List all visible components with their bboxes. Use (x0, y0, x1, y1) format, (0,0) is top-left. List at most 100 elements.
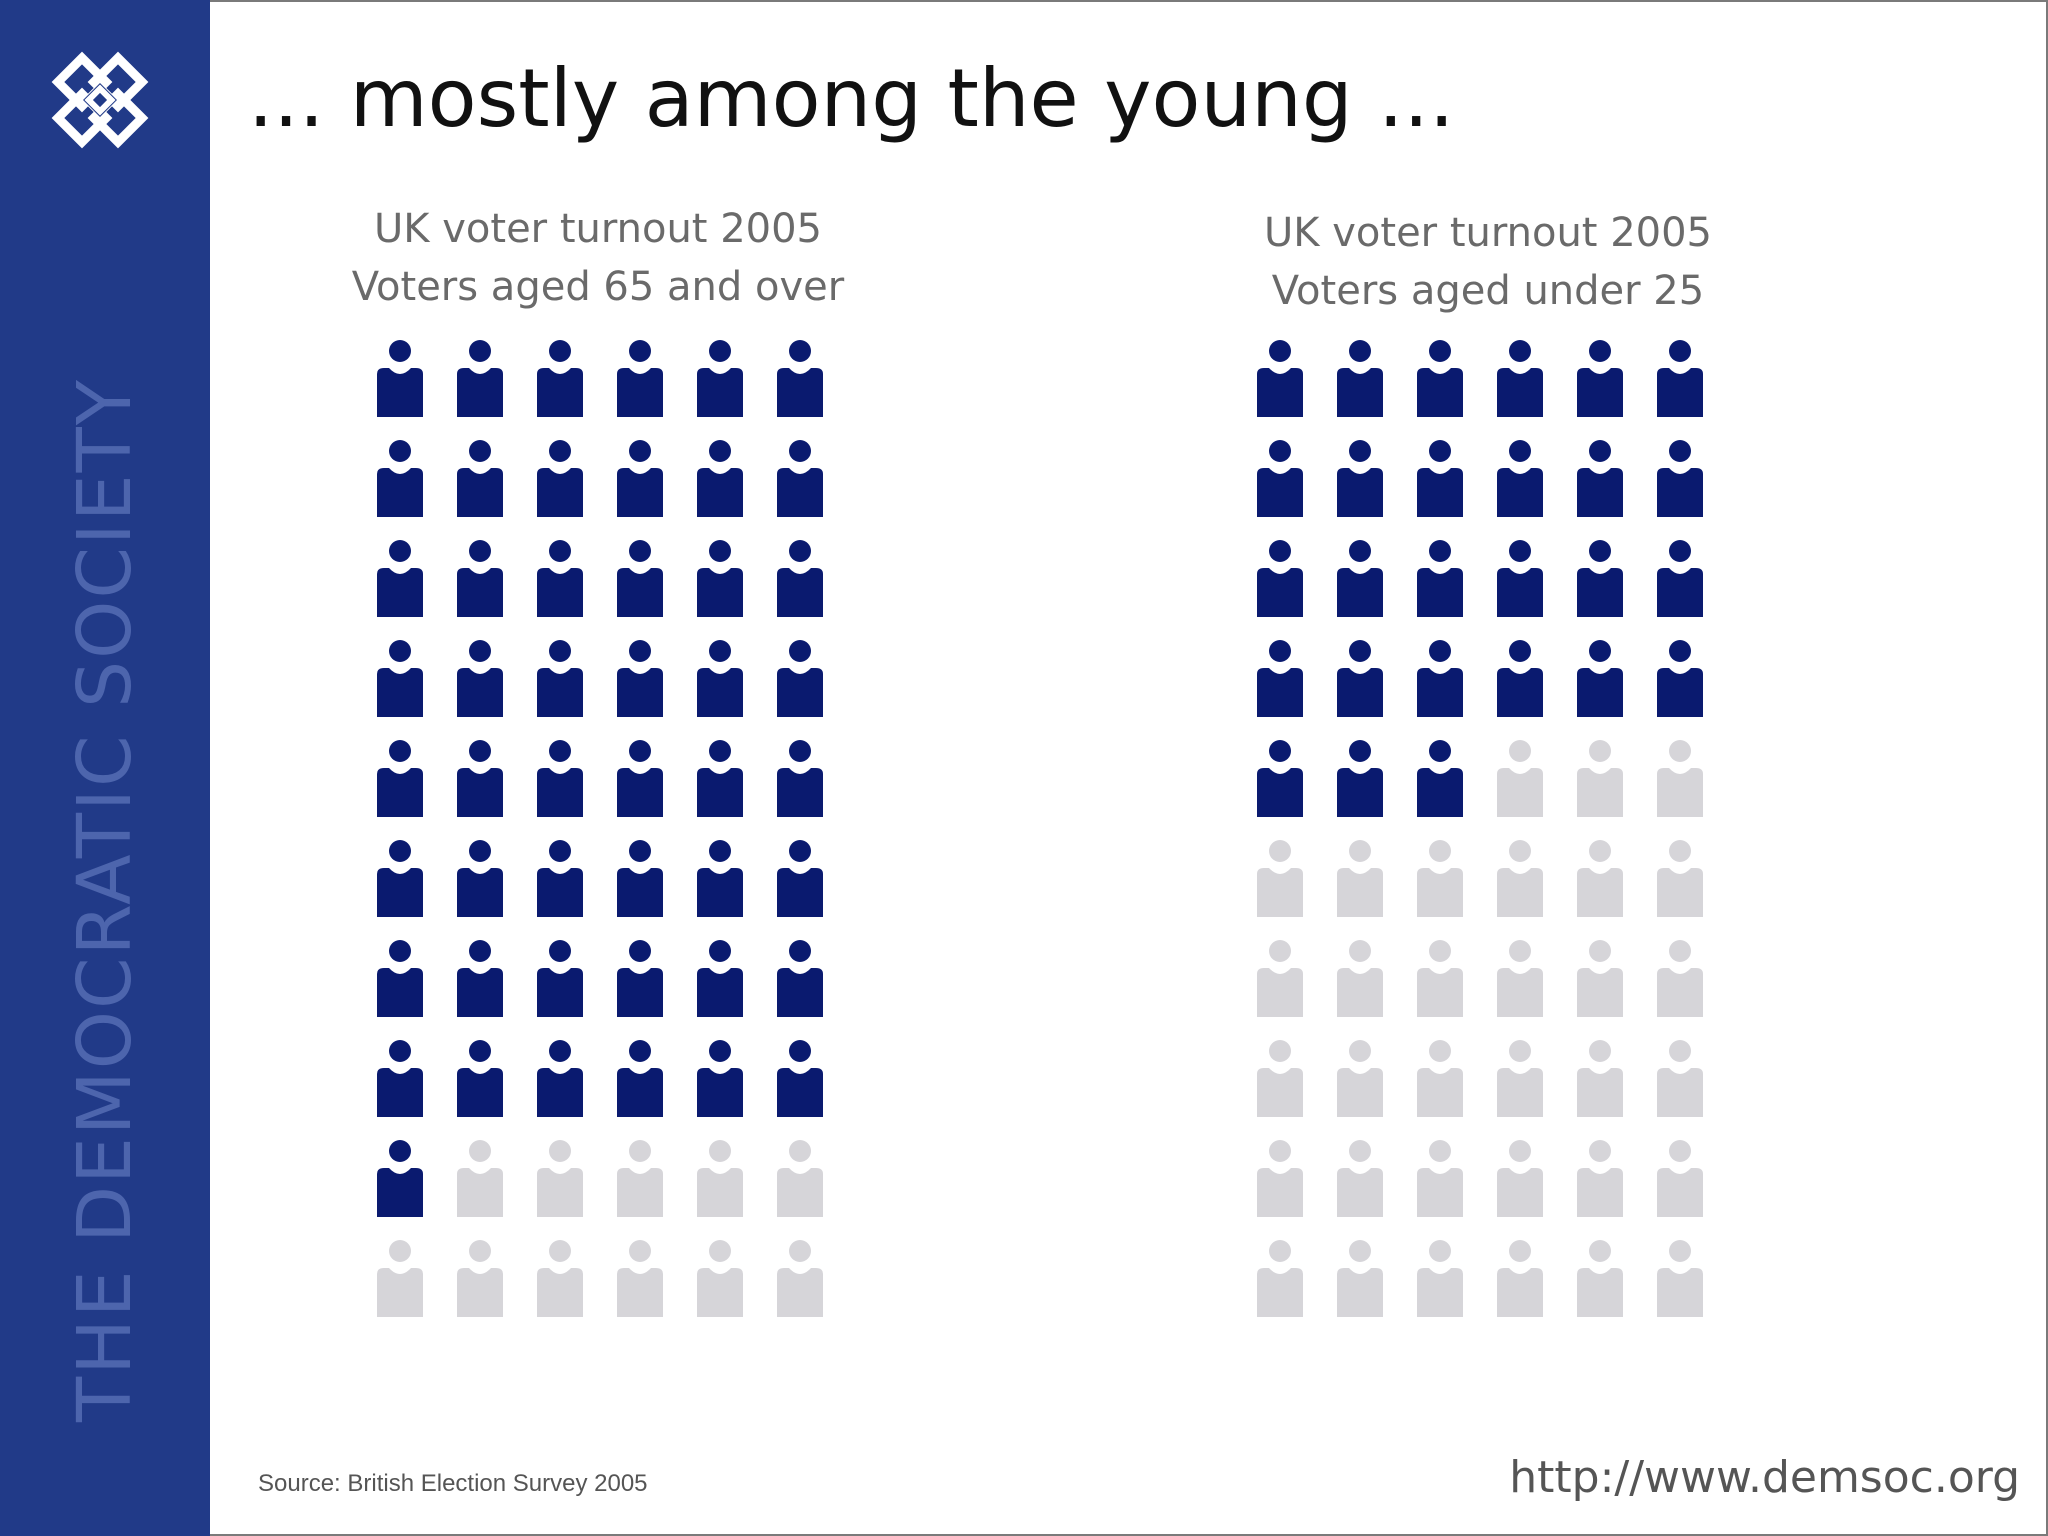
person-icon-voted (457, 540, 503, 617)
person-icon-voted (1417, 740, 1463, 817)
person-icon-not-voted (1497, 940, 1543, 1017)
person-icon-voted (537, 440, 583, 517)
person-icon-voted (377, 340, 423, 417)
person-icon-not-voted (1337, 940, 1383, 1017)
person-icon-voted (457, 340, 503, 417)
person-icon-voted (1497, 340, 1543, 417)
person-icon-voted (377, 940, 423, 1017)
person-icon-voted (457, 440, 503, 517)
interlaced-diamond-knot-icon (51, 51, 149, 149)
person-icon-voted (777, 440, 823, 517)
person-icon-not-voted (1657, 1140, 1703, 1217)
page-title: ... mostly among the young ... (248, 52, 1455, 145)
person-icon-voted (457, 1040, 503, 1117)
pictogram-over-65 (377, 340, 823, 1317)
person-icon-voted (617, 340, 663, 417)
person-icon-voted (697, 340, 743, 417)
person-icon-voted (377, 1140, 423, 1217)
person-icon-voted (1417, 540, 1463, 617)
person-icon-voted (777, 340, 823, 417)
person-icon-voted (457, 840, 503, 917)
person-icon-voted (1577, 640, 1623, 717)
source-note: Source: British Election Survey 2005 (258, 1470, 648, 1497)
person-icon-voted (697, 540, 743, 617)
person-icon-not-voted (697, 1140, 743, 1217)
person-icon-not-voted (1257, 940, 1303, 1017)
person-icon-voted (1257, 340, 1303, 417)
person-icon-voted (617, 540, 663, 617)
person-icon-voted (697, 840, 743, 917)
person-icon-not-voted (1577, 1240, 1623, 1317)
person-icon-voted (777, 840, 823, 917)
person-icon-not-voted (457, 1240, 503, 1317)
person-icon-not-voted (1577, 840, 1623, 917)
person-icon-voted (377, 840, 423, 917)
person-icon-voted (1657, 640, 1703, 717)
person-icon-voted (697, 940, 743, 1017)
person-icon-voted (1417, 440, 1463, 517)
person-icon-voted (377, 1040, 423, 1117)
person-icon-voted (1337, 340, 1383, 417)
person-icon-not-voted (377, 1240, 423, 1317)
person-icon-voted (1257, 540, 1303, 617)
brand-name: THE DEMOCRATIC SOCIETY (62, 377, 148, 1423)
person-icon-not-voted (1657, 1040, 1703, 1117)
person-icon-not-voted (1417, 840, 1463, 917)
person-icon-not-voted (1577, 1040, 1623, 1117)
person-icon-voted (697, 440, 743, 517)
person-icon-voted (617, 640, 663, 717)
person-icon-not-voted (1657, 740, 1703, 817)
website-url: http://www.demsoc.org (1509, 1452, 2020, 1503)
person-icon-voted (457, 940, 503, 1017)
person-icon-voted (617, 740, 663, 817)
person-icon-not-voted (1497, 1240, 1543, 1317)
person-icon-voted (697, 640, 743, 717)
person-icon-voted (1257, 740, 1303, 817)
person-icon-voted (537, 540, 583, 617)
person-icon-not-voted (457, 1140, 503, 1217)
person-icon-not-voted (1577, 740, 1623, 817)
person-icon-voted (777, 540, 823, 617)
person-icon-not-voted (1417, 940, 1463, 1017)
person-icon-voted (1337, 640, 1383, 717)
person-icon-not-voted (1337, 840, 1383, 917)
person-icon-not-voted (1337, 1040, 1383, 1117)
person-icon-not-voted (1497, 1040, 1543, 1117)
chart-title-over-65: UK voter turnout 2005 Voters aged 65 and… (298, 200, 898, 316)
person-icon-not-voted (1657, 1240, 1703, 1317)
person-icon-voted (617, 1040, 663, 1117)
chart-title-line: UK voter turnout 2005 (1264, 210, 1712, 256)
slide-frame (210, 0, 2048, 1536)
person-icon-voted (1497, 440, 1543, 517)
person-icon-not-voted (1417, 1240, 1463, 1317)
person-icon-not-voted (1337, 1240, 1383, 1317)
chart-title-line: UK voter turnout 2005 (374, 206, 822, 252)
pictogram-under-25 (1257, 340, 1703, 1317)
person-icon-not-voted (537, 1240, 583, 1317)
person-icon-not-voted (1497, 740, 1543, 817)
person-icon-voted (537, 1040, 583, 1117)
person-icon-voted (457, 740, 503, 817)
person-icon-not-voted (1657, 840, 1703, 917)
person-icon-voted (1337, 540, 1383, 617)
person-icon-not-voted (697, 1240, 743, 1317)
person-icon-voted (1577, 540, 1623, 617)
person-icon-not-voted (1577, 940, 1623, 1017)
person-icon-voted (377, 540, 423, 617)
person-icon-voted (1257, 440, 1303, 517)
person-icon-voted (537, 840, 583, 917)
person-icon-voted (1657, 440, 1703, 517)
person-icon-not-voted (1417, 1140, 1463, 1217)
person-icon-not-voted (1257, 840, 1303, 917)
person-icon-not-voted (1257, 1140, 1303, 1217)
person-icon-voted (1577, 440, 1623, 517)
person-icon-voted (457, 640, 503, 717)
person-icon-voted (777, 1040, 823, 1117)
person-icon-not-voted (1497, 1140, 1543, 1217)
person-icon-voted (777, 740, 823, 817)
person-icon-voted (377, 740, 423, 817)
person-icon-voted (537, 740, 583, 817)
person-icon-voted (1497, 540, 1543, 617)
person-icon-not-voted (777, 1240, 823, 1317)
person-icon-not-voted (1257, 1040, 1303, 1117)
